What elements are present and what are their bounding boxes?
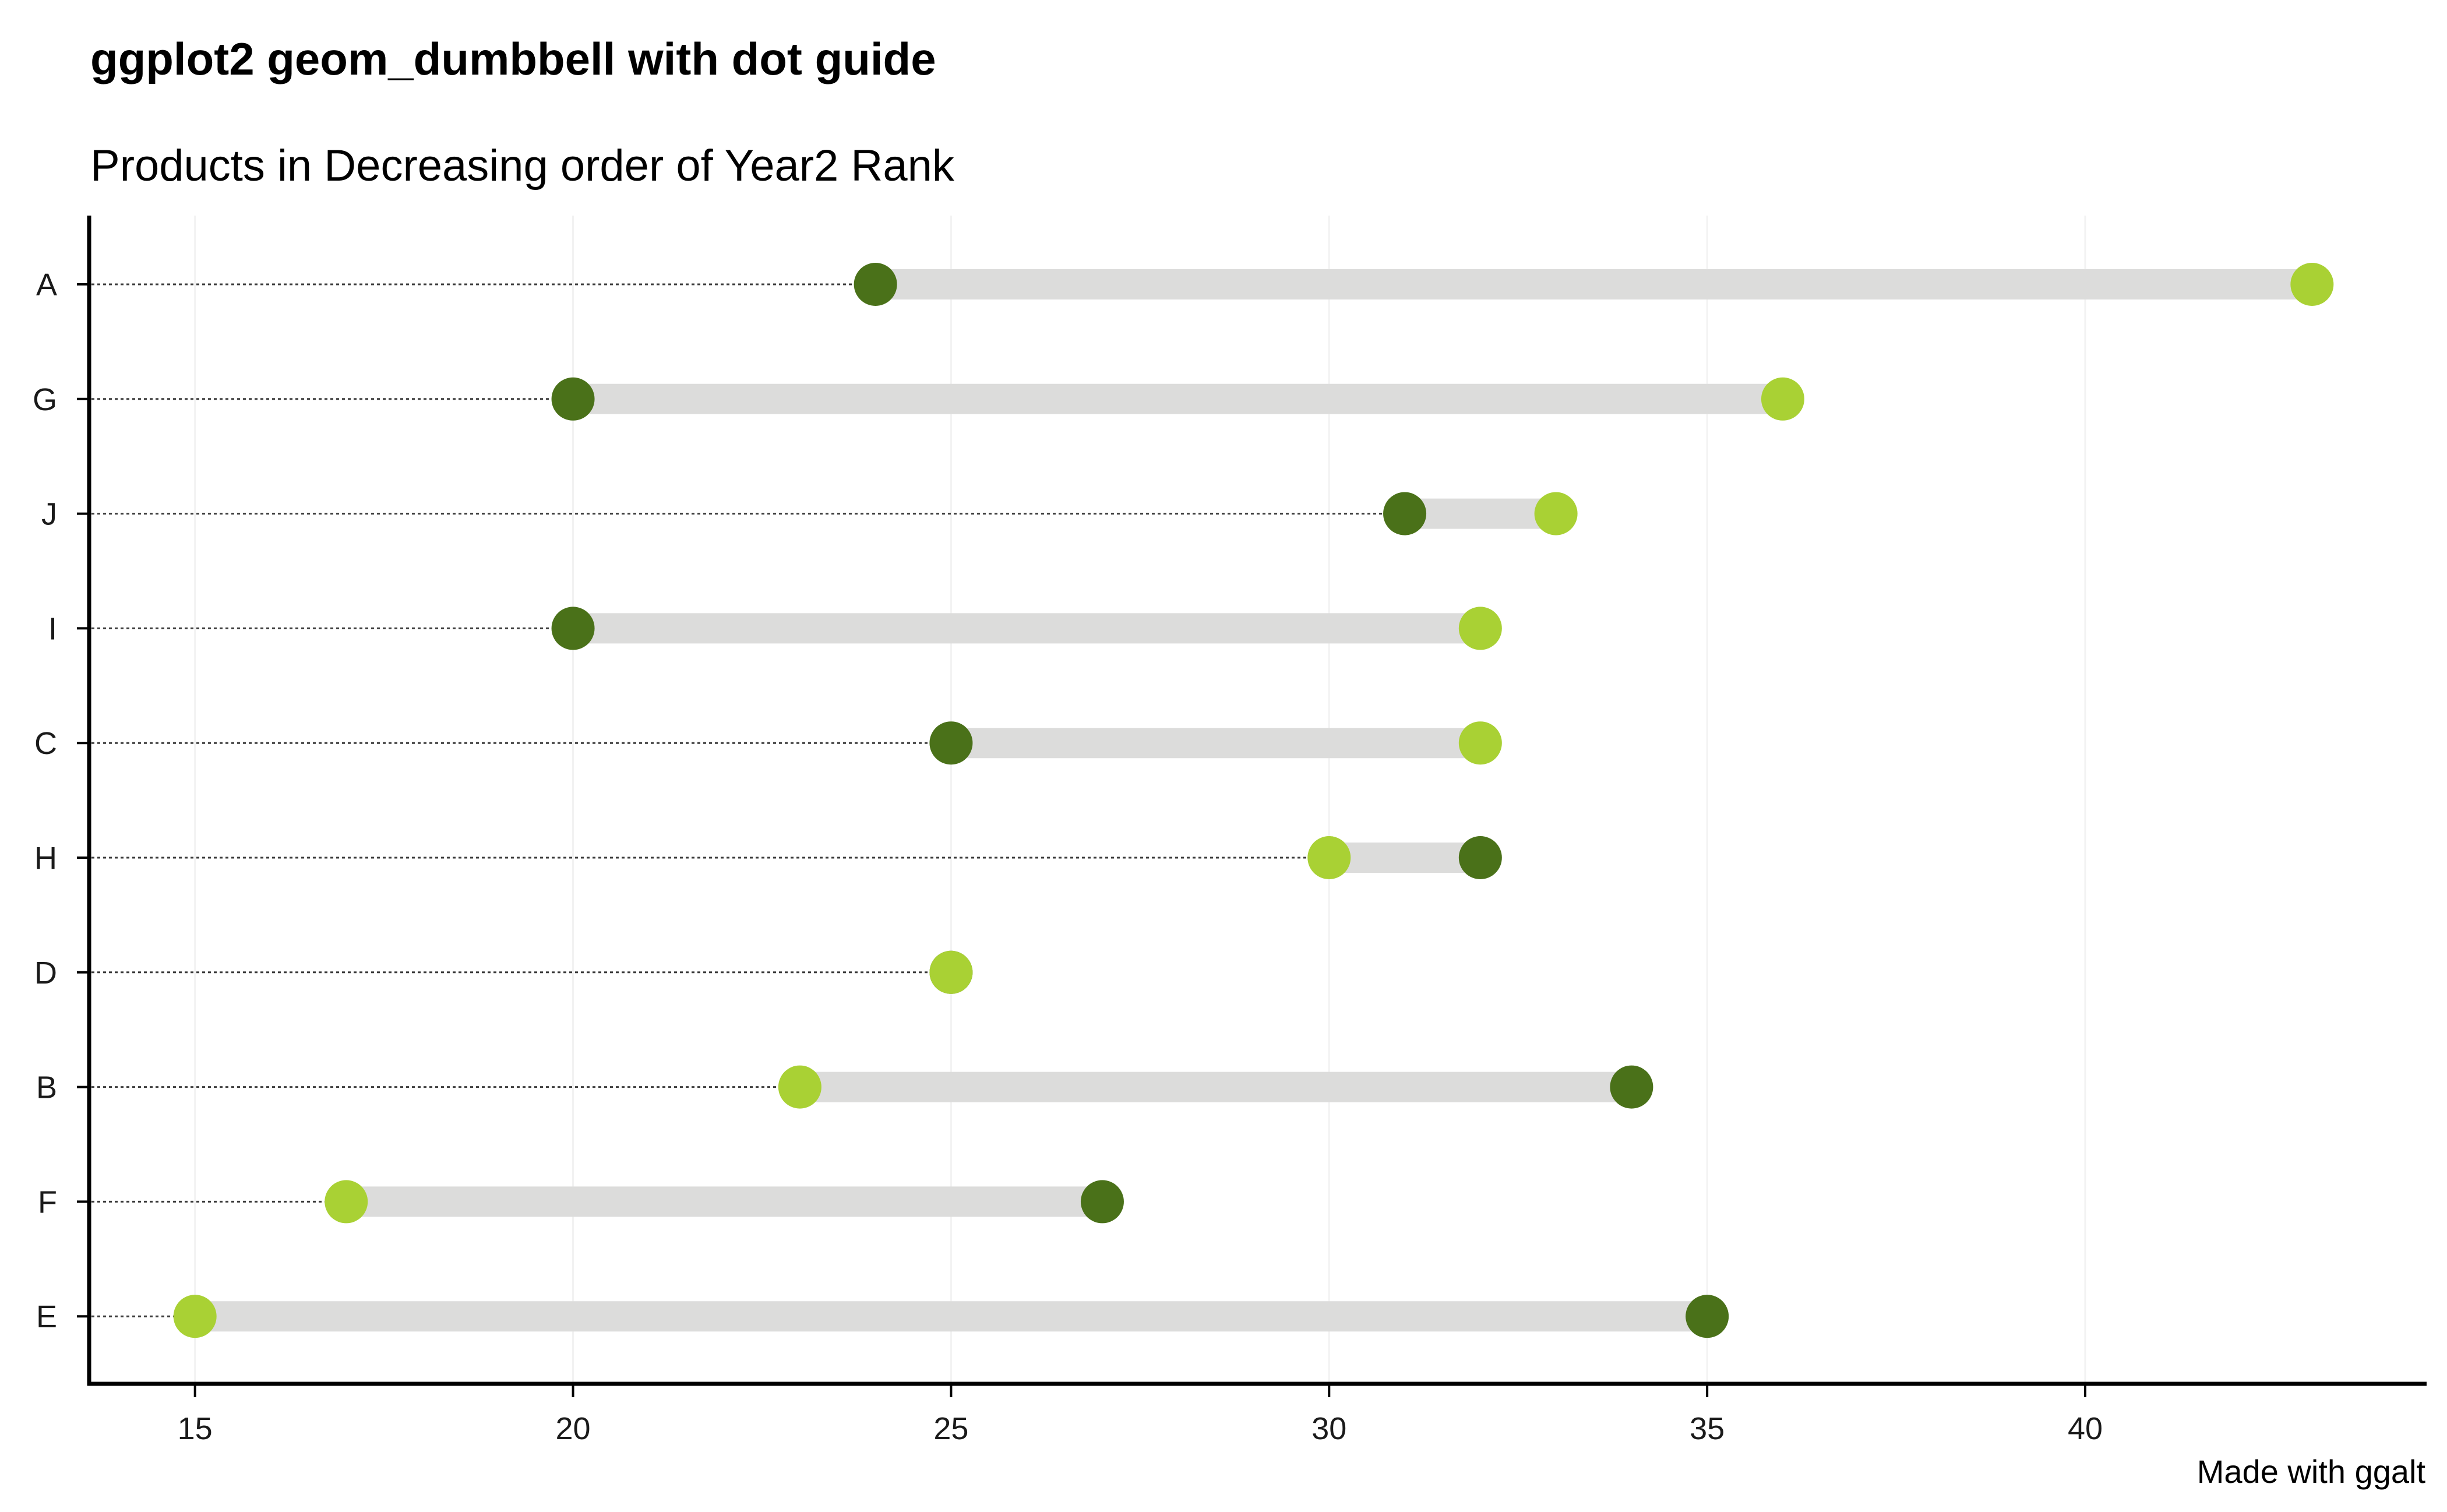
x-tick-label: 35 — [1690, 1411, 1725, 1446]
year2-point — [854, 263, 897, 306]
y-tick-label: D — [34, 956, 57, 991]
chart-title: ggplot2 geom_dumbbell with dot guide — [90, 33, 936, 84]
dumbbell-points — [173, 263, 2334, 1338]
y-tick-label: E — [36, 1299, 57, 1334]
year1-point — [1534, 492, 1578, 535]
year1-point — [173, 1295, 217, 1338]
chart-subtitle: Products in Decreasing order of Year2 Ra… — [90, 141, 955, 191]
x-tick-label: 25 — [933, 1411, 968, 1446]
year1-point — [929, 950, 973, 994]
x-tick-label: 30 — [1311, 1411, 1346, 1446]
year1-point — [2290, 263, 2334, 306]
year2-point — [551, 607, 595, 650]
x-tick-label: 40 — [2068, 1411, 2103, 1446]
year1-point — [778, 1065, 821, 1109]
year2-point — [1383, 492, 1427, 535]
y-tick-label: B — [36, 1070, 57, 1105]
chart-caption: Made with ggalt — [2197, 1453, 2426, 1490]
year2-point — [1686, 1295, 1729, 1338]
y-tick-label: G — [33, 382, 57, 417]
year2-point — [1080, 1180, 1124, 1224]
y-tick-label: I — [48, 611, 57, 646]
dumbbell-segments — [195, 269, 2312, 1332]
year1-point — [1458, 721, 1502, 765]
year2-point — [551, 377, 595, 421]
y-tick-label: H — [34, 841, 57, 876]
y-tick-label: F — [38, 1185, 57, 1220]
y-tick-label: A — [36, 267, 57, 302]
x-tick-label: 20 — [556, 1411, 591, 1446]
year2-point — [1610, 1065, 1653, 1109]
x-axis-ticks: 15 20 25 30 35 40 — [178, 1386, 2103, 1446]
year1-point — [1307, 836, 1351, 879]
year1-point — [1458, 607, 1502, 650]
x-tick-label: 15 — [178, 1411, 213, 1446]
y-axis-ticks: A G J I C H D B F E — [33, 267, 89, 1334]
y-tick-label: C — [34, 726, 57, 761]
year2-point — [929, 721, 973, 765]
dot-guides — [91, 283, 1405, 1317]
year2-point — [1458, 836, 1502, 879]
y-tick-label: J — [41, 497, 57, 532]
year1-point — [1761, 377, 1804, 421]
year1-point — [325, 1180, 368, 1224]
